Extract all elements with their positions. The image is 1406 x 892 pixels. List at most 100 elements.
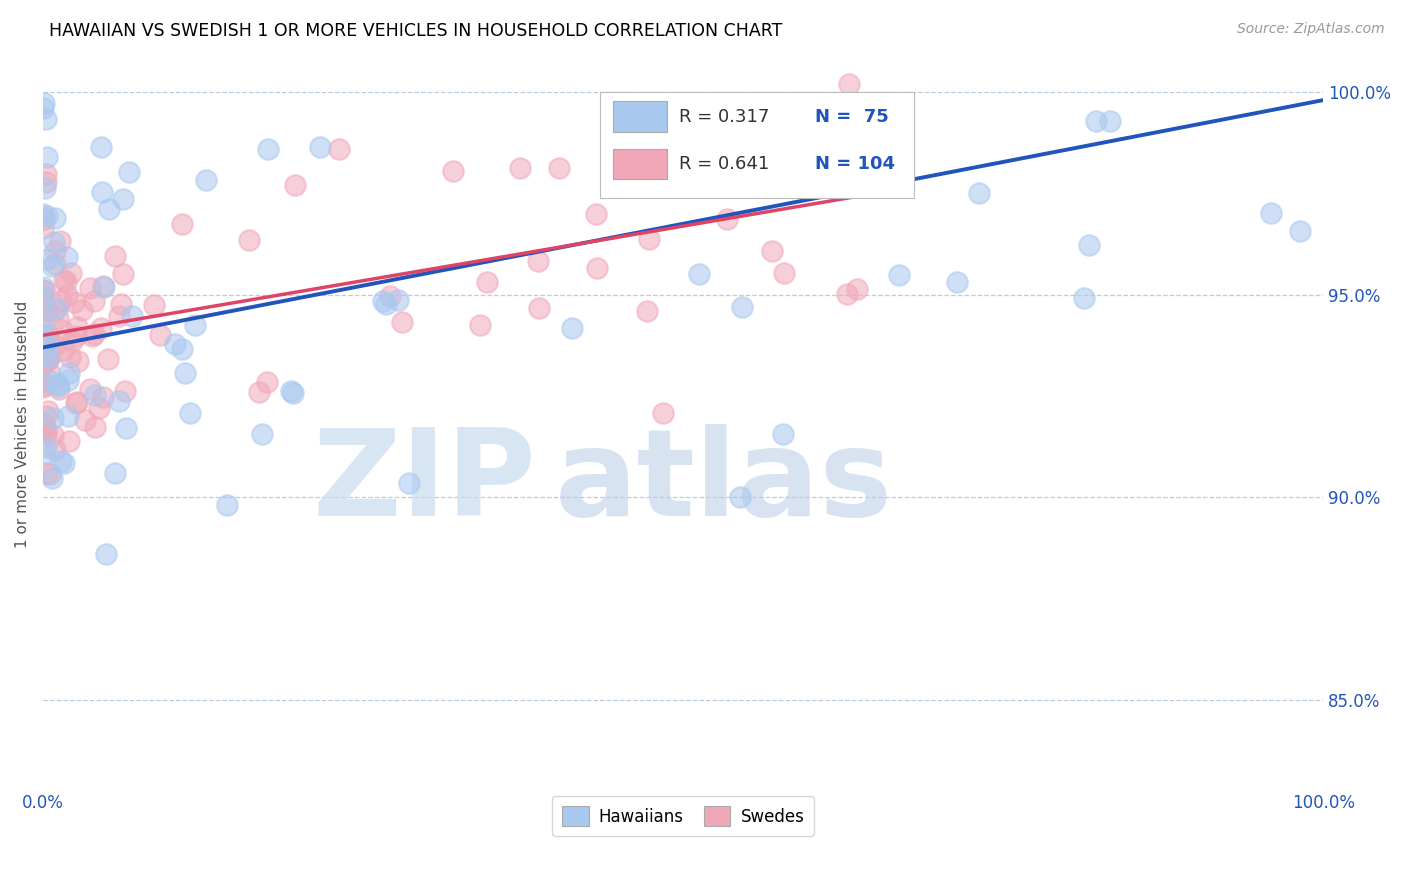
Point	[41, 471, 63, 485]
FancyBboxPatch shape	[613, 149, 666, 179]
Point	[32, 280, 55, 294]
Point	[79, 281, 101, 295]
Point	[51, 454, 73, 468]
Point	[44, 302, 66, 317]
Point	[149, 328, 172, 343]
Point	[32, 284, 55, 298]
Point	[58, 434, 80, 448]
Point	[509, 161, 531, 175]
Point	[215, 498, 238, 512]
Point	[475, 275, 498, 289]
Point	[91, 278, 114, 293]
Point	[688, 267, 710, 281]
Point	[35, 423, 58, 437]
Point	[172, 218, 194, 232]
Legend: Hawaiians, Swedes: Hawaiians, Swedes	[553, 797, 814, 836]
Point	[87, 401, 110, 415]
Point	[1084, 114, 1107, 128]
Point	[52, 456, 75, 470]
Point	[32, 294, 55, 309]
Point	[44, 257, 66, 271]
Point	[548, 161, 571, 175]
Point	[256, 375, 278, 389]
Point	[716, 211, 738, 226]
Point	[174, 366, 197, 380]
Point	[35, 440, 58, 454]
Point	[66, 319, 89, 334]
Point	[967, 186, 990, 201]
Point	[56, 409, 79, 424]
Point	[41, 260, 63, 274]
Point	[90, 140, 112, 154]
Point	[66, 395, 89, 409]
Text: ZIP: ZIP	[312, 425, 536, 541]
Point	[32, 101, 55, 115]
Text: atlas: atlas	[555, 425, 893, 541]
Point	[32, 349, 55, 363]
Point	[91, 185, 114, 199]
Point	[44, 337, 66, 351]
Point	[1099, 113, 1122, 128]
Point	[32, 417, 55, 431]
Point	[60, 266, 83, 280]
Point	[761, 244, 783, 258]
Point	[838, 77, 860, 91]
Point	[585, 207, 607, 221]
Point	[35, 209, 58, 223]
Point	[835, 287, 858, 301]
Point	[37, 353, 59, 368]
Point	[55, 287, 77, 301]
Point	[42, 427, 65, 442]
Point	[63, 295, 86, 310]
Point	[284, 178, 307, 193]
Point	[32, 446, 55, 460]
Point	[114, 384, 136, 398]
Point	[44, 211, 66, 225]
Point	[118, 165, 141, 179]
Point	[65, 396, 87, 410]
Point	[107, 394, 129, 409]
Point	[35, 466, 58, 480]
Point	[44, 442, 66, 457]
Point	[470, 318, 492, 333]
Point	[65, 329, 87, 343]
Point	[110, 297, 132, 311]
Point	[32, 96, 55, 111]
Point	[104, 466, 127, 480]
Point	[35, 150, 58, 164]
Point	[34, 112, 56, 126]
Point	[79, 382, 101, 396]
Point	[1073, 291, 1095, 305]
Point	[391, 315, 413, 329]
Point	[35, 167, 58, 181]
Point	[59, 350, 82, 364]
Text: N =  75: N = 75	[815, 108, 889, 126]
Point	[49, 293, 72, 308]
Point	[659, 136, 682, 150]
Point	[283, 386, 305, 401]
Point	[98, 202, 121, 216]
Point	[107, 310, 129, 324]
Point	[772, 426, 794, 441]
Point	[46, 376, 69, 391]
Point	[37, 327, 59, 342]
Point	[32, 423, 55, 437]
Point	[38, 350, 60, 364]
Point	[60, 334, 83, 348]
Point	[32, 357, 55, 371]
Point	[82, 329, 104, 343]
Point	[45, 301, 67, 315]
Point	[73, 412, 96, 426]
Point	[387, 293, 409, 307]
Point	[111, 192, 134, 206]
Point	[32, 300, 55, 314]
Point	[34, 336, 56, 351]
Point	[90, 321, 112, 335]
Point	[35, 409, 58, 424]
Point	[94, 547, 117, 561]
Point	[194, 173, 217, 187]
Point	[37, 351, 59, 366]
Point	[32, 378, 55, 392]
Point	[58, 366, 80, 380]
Point	[56, 250, 79, 264]
